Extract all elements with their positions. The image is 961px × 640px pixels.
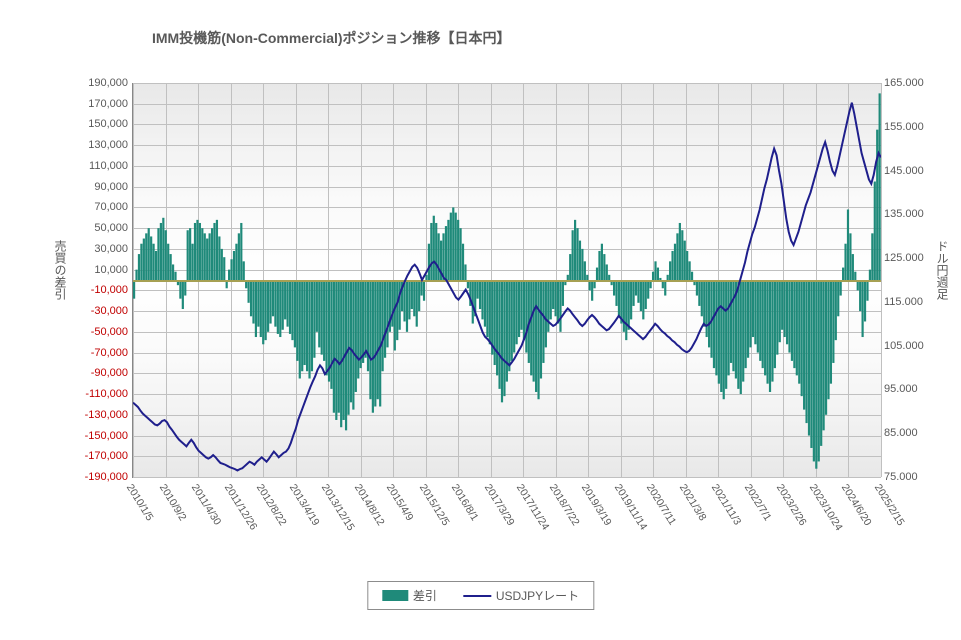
legend-bar-swatch	[382, 590, 408, 601]
plot-area	[132, 83, 881, 478]
y2-labels: 75.00085.00095.000105.000115.000125.0001…	[884, 83, 934, 477]
legend-bar-label: 差引	[413, 587, 437, 604]
legend-line-swatch	[463, 595, 491, 597]
y1-labels: -190,000-170,000-150,000-130,000-110,000…	[74, 83, 128, 477]
legend: 差引 USDJPYレート	[367, 581, 594, 610]
chart-title: IMM投機筋(Non-Commercial)ポジション推移【日本円】	[152, 28, 511, 48]
y2-axis-title: ドル円週足	[934, 240, 951, 300]
chart-container: IMM投機筋(Non-Commercial)ポジション推移【日本円】 売買の差引…	[0, 0, 961, 640]
y1-axis-title: 売買の差引	[52, 240, 69, 300]
legend-item-line: USDJPYレート	[463, 587, 579, 604]
x-labels: 2010/1/52010/9/22011/4/302011/12/262012/…	[132, 480, 880, 560]
legend-item-bars: 差引	[382, 587, 437, 604]
line-layer	[133, 83, 881, 477]
legend-line-label: USDJPYレート	[496, 587, 579, 604]
